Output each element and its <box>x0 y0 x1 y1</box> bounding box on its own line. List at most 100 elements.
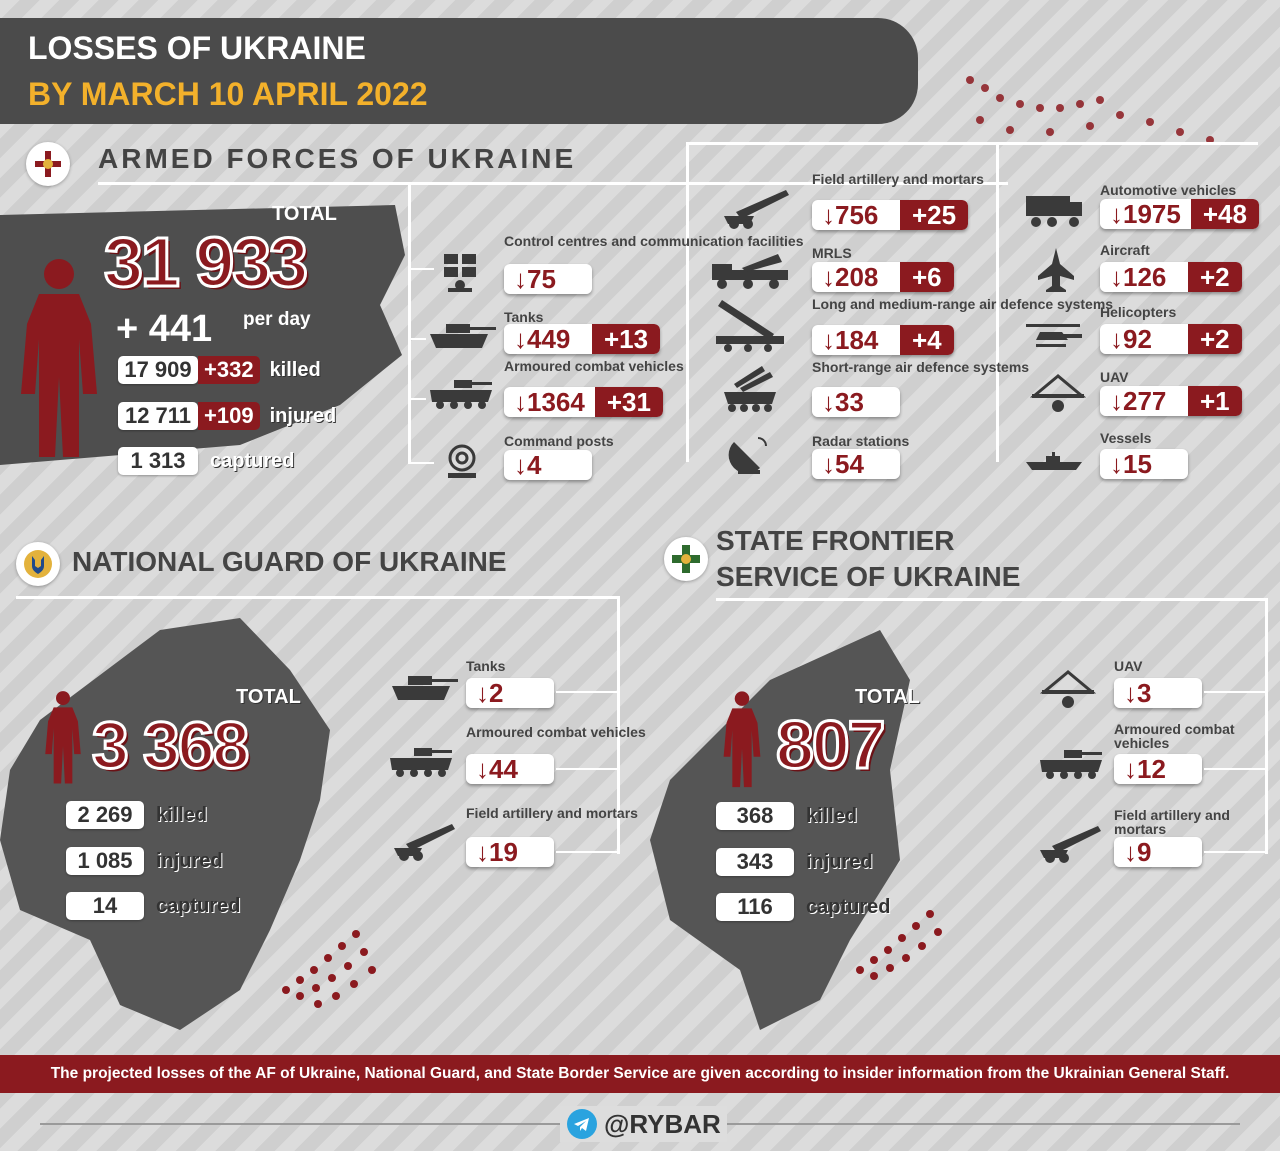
pill-value: ↓756 <box>812 200 900 230</box>
soldier-icon <box>21 259 97 457</box>
ngu-total-value: 3 368 <box>90 708 250 782</box>
pill-value: ↓75 <box>504 264 592 294</box>
sbs-artillery-icon <box>1040 826 1101 863</box>
connector <box>556 851 618 853</box>
stat-value: 12 711 <box>118 402 198 430</box>
header-subtitle: BY MARCH 10 APRIL 2022 <box>28 76 428 112</box>
helicopter-icon <box>1026 324 1082 347</box>
control-centre-icon <box>444 254 476 292</box>
stat-value: 116 <box>716 893 794 921</box>
pill-delta: +6 <box>900 262 954 292</box>
stat-value: 343 <box>716 848 794 876</box>
telegram-icon <box>567 1109 597 1139</box>
pill-delta: +48 <box>1190 199 1259 229</box>
afu-col2-line <box>686 142 689 462</box>
stat-value: 1 313 <box>118 447 198 475</box>
stat-value: 1 085 <box>66 847 144 875</box>
automotive-icon <box>1026 196 1082 227</box>
afu-c3-3-pill: ↓277 +1 <box>1100 386 1242 416</box>
pill-delta: +4 <box>900 325 954 355</box>
sbs-title-2: SERVICE OF UKRAINE <box>716 561 1021 592</box>
sbs-total-value: 807 <box>774 707 886 783</box>
afu-c1-2-label: Armoured combat vehicles <box>504 358 684 374</box>
stat-value: 368 <box>716 802 794 830</box>
pill-delta: +13 <box>592 324 661 354</box>
ngu-item-2-label: Field artillery and mortars <box>466 805 638 821</box>
pill-value: ↓12 <box>1114 754 1202 784</box>
stat-label: killed <box>156 803 208 826</box>
tank-icon <box>430 324 496 348</box>
afu-c1-1-pill: ↓449 +13 <box>504 324 661 354</box>
pill-value: ↓44 <box>466 754 554 784</box>
afu-c2-2-label: Long and medium-range air defence system… <box>812 296 1114 312</box>
pill-value: ↓19 <box>466 837 554 867</box>
brand-handle: @RYBAR <box>604 1108 721 1139</box>
stat-label: injured <box>806 850 873 873</box>
sbs-soldier-icon <box>723 691 761 788</box>
afu-per-day-value: + 441 <box>116 308 213 350</box>
sbs-acv-icon <box>1040 750 1102 779</box>
ngu-item-2-pill: ↓19 <box>466 837 554 867</box>
command-post-icon <box>448 444 476 478</box>
stat-delta: +109 <box>198 402 260 430</box>
afu-stat-killed: 17 909 +332 killed <box>118 356 321 384</box>
afu-stat-captured: 1 313 captured <box>118 447 294 475</box>
sbs-cross-icon <box>672 545 700 573</box>
ngu-map-bg <box>0 618 330 1030</box>
connector <box>1204 851 1266 853</box>
afu-stat-injured: 12 711 +109 injured <box>118 402 336 430</box>
connector <box>408 398 426 400</box>
ngu-item-1-pill: ↓44 <box>466 754 554 784</box>
sbs-vline <box>1265 598 1268 854</box>
pill-value: ↓126 <box>1100 262 1188 292</box>
ngu-decor-dots <box>282 930 376 1008</box>
pill-delta: +1 <box>1188 386 1242 416</box>
sbs-emblem <box>664 537 708 581</box>
afu-brush-bg <box>0 205 405 465</box>
pill-value: ↓1975 <box>1100 199 1191 229</box>
decor-dots <box>966 76 1214 144</box>
afu-c1-0-pill: ↓75 <box>504 264 592 294</box>
ngu-stat-injured: 1 085 injured <box>66 847 223 875</box>
afu-c2-3-label: Short-range air defence systems <box>812 359 1030 375</box>
afu-c3-4-pill: ↓15 <box>1100 449 1188 479</box>
telegram-brand[interactable]: @RYBAR <box>560 1106 727 1142</box>
afu-top-line <box>686 142 1258 145</box>
afu-c1-3-label: Command posts <box>504 433 614 449</box>
header-title: LOSSES OF UKRAINE <box>28 30 366 66</box>
field-artillery-icon <box>724 190 789 229</box>
afu-per-day-label: per day <box>243 309 311 330</box>
afu-c1-1-label: Tanks <box>504 309 544 325</box>
sbs-item-0-pill: ↓3 <box>1114 678 1202 708</box>
afu-c3-2-label: Helicopters <box>1100 304 1177 320</box>
connector <box>556 768 618 770</box>
connector <box>408 338 426 340</box>
sbs-uav-icon <box>1040 670 1096 708</box>
pill-value: ↓208 <box>812 262 900 292</box>
pill-value: ↓2 <box>466 678 554 708</box>
ngu-total-label: TOTAL <box>236 686 301 708</box>
afu-title: ARMED FORCES OF UKRAINE <box>98 143 577 174</box>
sbs-item-2-label: Field artillery and mortars <box>1114 807 1230 837</box>
afu-c2-1-pill: ↓208 +6 <box>812 262 954 292</box>
ngu-acv-icon <box>390 748 452 777</box>
ngu-tank-icon <box>392 676 458 700</box>
ngu-vline <box>617 596 620 854</box>
afu-divider <box>98 182 1008 185</box>
stat-label: captured <box>210 449 295 472</box>
afu-c3-0-pill: ↓1975 +48 <box>1100 199 1259 229</box>
sbs-total-label: TOTAL <box>855 686 920 708</box>
radar-icon <box>728 437 767 474</box>
afu-c3-2-pill: ↓92 +2 <box>1100 324 1242 354</box>
short-range-ad-icon <box>724 366 776 412</box>
afu-c3-3-label: UAV <box>1100 369 1129 385</box>
afu-c2-0-label: Field artillery and mortars <box>812 171 984 187</box>
afu-c2-4-label: Radar stations <box>812 433 910 449</box>
long-range-ad-icon <box>716 300 784 352</box>
sbs-stat-captured: 116 captured <box>716 893 890 921</box>
ngu-stat-captured: 14 captured <box>66 892 240 920</box>
afu-emblem <box>26 142 70 186</box>
connector <box>408 268 434 270</box>
afu-c1-3-pill: ↓4 <box>504 450 592 480</box>
sbs-divider <box>716 598 1268 601</box>
